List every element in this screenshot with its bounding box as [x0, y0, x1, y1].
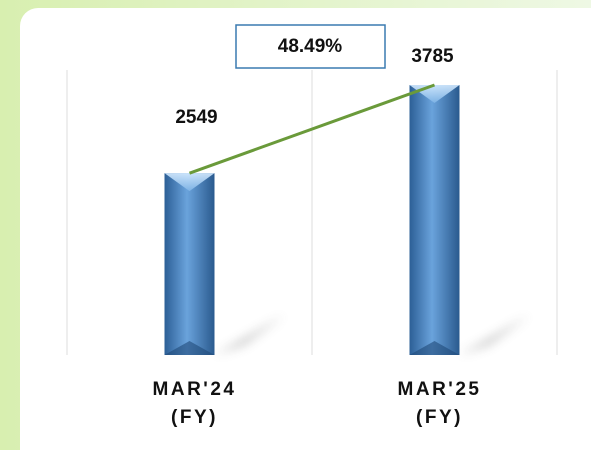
x-tick-label: MAR'24 [153, 379, 237, 400]
bar-shadow [459, 315, 530, 355]
annotation-box [235, 24, 386, 69]
card [20, 8, 591, 450]
bar-foot [164, 341, 215, 355]
growth-line [188, 83, 436, 175]
annotation: 48.49% [278, 36, 343, 57]
x-tick-label: MAR'25 [398, 379, 482, 400]
x-tick-label: (FY) [416, 407, 463, 428]
value-label: 2549 [175, 107, 217, 128]
value-label: 3785 [411, 46, 454, 67]
bar [409, 85, 460, 355]
bar-foot [409, 341, 460, 355]
bar-cap [164, 173, 215, 192]
bar [164, 173, 215, 355]
bar-shadow [214, 315, 285, 355]
plot-area: MAR'24 (FY) MAR'25 (FY) 2549 3785 48.49% [66, 24, 558, 428]
x-tick-label: (FY) [171, 407, 218, 428]
